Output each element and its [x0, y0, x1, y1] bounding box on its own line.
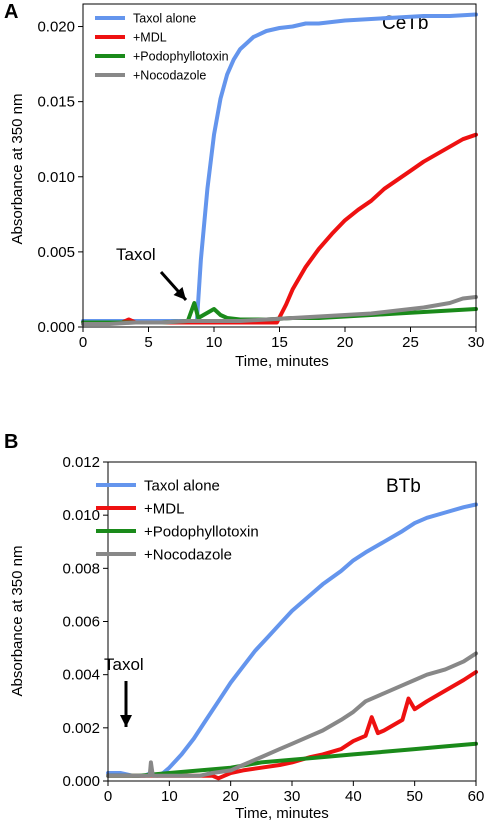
panel-b-series-line-2	[106, 670, 478, 781]
panel-b-series-line-4	[106, 651, 478, 778]
panel-b-x-tick-label: 0	[104, 788, 112, 805]
panel-b-legend-label: Taxol alone	[144, 477, 220, 494]
panel-b-y-tick-label: 0.012	[62, 454, 100, 471]
panel-a-y-tick-label: 0.015	[37, 94, 75, 111]
panel-a-x-tick-label: 30	[468, 334, 484, 351]
panel-b: B BTb Time, minutes Absorbance at 350 nm…	[4, 431, 484, 822]
panel-b-x-axis-title: Time, minutes	[235, 805, 329, 822]
panel-a-y-tick-label: 0.020	[37, 19, 75, 36]
panel-a-legend-label: +MDL	[133, 31, 167, 45]
panel-a-letter: A	[4, 1, 18, 23]
panel-b-y-tick-label: 0.002	[62, 720, 100, 737]
panel-b-y-tick-label: 0.000	[62, 773, 100, 790]
panel-b-annotation-label: Taxol	[104, 655, 144, 674]
panel-b-annotation-arrowhead	[120, 715, 132, 727]
panel-b-x-tick-label: 50	[406, 788, 423, 805]
panel-b-y-tick-label: 0.010	[62, 507, 100, 524]
panel-a: A CeTb Time, minutes Absorbance at 350 n…	[4, 1, 484, 370]
panel-b-x-tick-label: 10	[161, 788, 178, 805]
panel-b-x-tick-label: 30	[284, 788, 301, 805]
panel-a-legend-label: +Podophyllotoxin	[133, 50, 229, 64]
panel-a-y-tick-label: 0.000	[37, 319, 75, 336]
panel-b-x-tick-label: 60	[468, 788, 484, 805]
panel-a-x-tick-label: 5	[144, 334, 152, 351]
panel-a-x-tick-label: 15	[271, 334, 288, 351]
panel-b-series-line-3	[106, 741, 478, 778]
panel-b-y-tick-label: 0.006	[62, 614, 100, 631]
panel-b-legend-label: +Podophyllotoxin	[144, 523, 259, 540]
panel-a-series-line-4	[81, 295, 478, 326]
panel-b-legend-label: +Nocodazole	[144, 546, 232, 563]
panel-b-series-line-1	[106, 502, 478, 778]
panel-a-x-tick-label: 10	[206, 334, 223, 351]
panel-a-y-tick-label: 0.005	[37, 244, 75, 261]
panel-b-letter: B	[4, 431, 18, 453]
panel-a-y-axis-title: Absorbance at 350 nm	[9, 94, 26, 245]
panel-a-x-tick-label: 25	[402, 334, 419, 351]
panel-a-x-axis-title: Time, minutes	[235, 353, 329, 370]
panel-a-legend-label: Taxol alone	[133, 12, 196, 26]
panel-b-x-tick-label: 40	[345, 788, 362, 805]
panel-a-series-line-2	[81, 132, 478, 325]
panel-b-legend-label: +MDL	[144, 500, 184, 517]
panel-b-y-axis-title: Absorbance at 350 nm	[9, 546, 26, 697]
panel-b-x-tick-label: 20	[222, 788, 239, 805]
panel-a-annotation-arrowhead	[173, 287, 186, 300]
panel-a-x-tick-label: 20	[337, 334, 354, 351]
panel-a-annotation-label: Taxol	[116, 245, 156, 264]
panel-b-corner-label: BTb	[386, 476, 421, 497]
panel-b-y-tick-label: 0.008	[62, 560, 100, 577]
panel-a-legend-label: +Nocodazole	[133, 69, 206, 83]
panel-a-x-tick-label: 0	[79, 334, 87, 351]
panel-b-y-tick-label: 0.004	[62, 667, 100, 684]
panel-a-y-tick-label: 0.010	[37, 169, 75, 186]
